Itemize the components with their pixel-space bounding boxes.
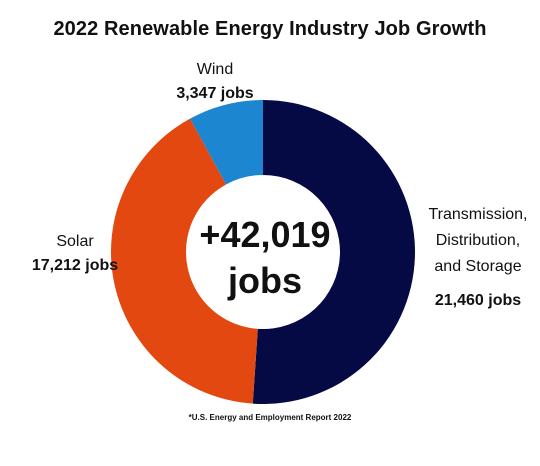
label-wind: Wind 3,347 jobs (150, 58, 280, 106)
label-tds-name-line-3: and Storage (434, 258, 522, 275)
center-total-value: +42,019 (199, 214, 331, 255)
label-transmission-distribution-storage: Transmission, Distribution, and Storage … (418, 202, 538, 314)
slice-solar (111, 118, 258, 404)
slice-wind (190, 100, 263, 185)
label-solar: Solar 17,212 jobs (20, 230, 130, 278)
slice-transmission-distribution-storage (252, 100, 415, 404)
label-wind-value: 3,347 jobs (176, 85, 254, 102)
label-tds-name-line-2: Distribution, (435, 232, 521, 249)
source-note: *U.S. Energy and Employment Report 2022 (188, 413, 352, 422)
label-tds-value: 21,460 jobs (434, 292, 522, 309)
center-total: +42,019 jobs (185, 212, 345, 304)
label-wind-name: Wind (196, 61, 234, 78)
label-solar-name: Solar (56, 233, 94, 250)
center-total-unit: jobs (227, 260, 302, 301)
label-tds-name-line-1: Transmission, (428, 206, 528, 223)
label-solar-value: 17,212 jobs (31, 257, 119, 274)
chart-title: 2022 Renewable Energy Industry Job Growt… (53, 18, 487, 40)
